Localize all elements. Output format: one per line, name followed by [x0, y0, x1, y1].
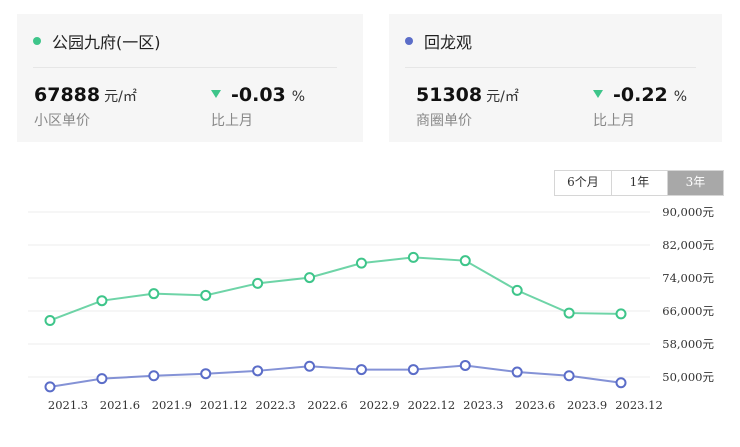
data-point[interactable] [96, 373, 108, 385]
community-price-value: 67888 [34, 84, 101, 106]
community-dot-icon [33, 36, 41, 45]
community-change-value: -0.03 [231, 84, 286, 106]
data-point[interactable] [148, 288, 160, 300]
x-tick-label: 2021.9 [152, 398, 192, 412]
y-tick-label: 90,000元 [662, 205, 714, 219]
district-name: 回龙观 [424, 32, 473, 52]
district-change-value: -0.22 [613, 84, 668, 106]
community-price-unit: 元/㎡ [104, 89, 137, 105]
x-tick-label: 2023.6 [515, 398, 555, 412]
data-point[interactable] [304, 272, 316, 284]
series-line-1 [49, 364, 622, 388]
district-header: 回龙观 [405, 14, 696, 68]
y-tick-label: 58,000元 [662, 337, 714, 351]
community-change-stat: -0.03 % 比上月 [211, 84, 305, 130]
community-price-stat: 67888 元/㎡ 小区单价 [34, 84, 137, 130]
data-point[interactable] [96, 295, 108, 307]
data-point[interactable] [563, 370, 575, 382]
community-price-label: 小区单价 [34, 113, 90, 129]
data-point[interactable] [252, 365, 264, 377]
data-point[interactable] [407, 364, 419, 376]
community-price-card: 公园九府(一区) 67888 元/㎡ 小区单价 -0.03 % 比上月 [17, 14, 363, 142]
district-dot-icon [405, 36, 413, 45]
community-header: 公园九府(一区) [33, 14, 337, 68]
district-change-label: 比上月 [593, 113, 635, 129]
data-point[interactable] [304, 360, 316, 372]
district-price-value: 51308 [416, 84, 483, 106]
data-point[interactable] [355, 257, 367, 269]
x-tick-label: 2023.3 [463, 398, 503, 412]
price-trend-chart: 90,000元 82,000元 74,000元 66,000元 58,000元 50,00… [28, 205, 714, 412]
data-point[interactable] [615, 377, 627, 389]
data-point[interactable] [148, 370, 160, 382]
data-point[interactable] [459, 255, 471, 267]
x-tick-label: 2021.6 [100, 398, 140, 412]
data-point[interactable] [615, 308, 627, 320]
district-price-card: 回龙观 51308 元/㎡ 商圈单价 -0.22 % 比上月 [389, 14, 722, 142]
data-point[interactable] [407, 251, 419, 263]
district-change-unit: % [673, 89, 688, 105]
x-tick-label: 2022.3 [256, 398, 296, 412]
district-price-stat: 51308 元/㎡ 商圈单价 [416, 84, 519, 130]
data-point[interactable] [355, 364, 367, 376]
data-point[interactable] [44, 381, 56, 393]
tab-3-years[interactable]: 3年 [667, 171, 723, 195]
x-tick-label: 2023.12 [615, 398, 663, 412]
triangle-down-icon [211, 90, 221, 98]
data-point[interactable] [459, 359, 471, 371]
district-price-unit: 元/㎡ [486, 89, 519, 105]
tab-1-year[interactable]: 1年 [611, 171, 667, 195]
community-change-unit: % [291, 89, 306, 105]
tab-6-months[interactable]: 6个月 [555, 171, 611, 195]
data-point[interactable] [563, 307, 575, 319]
x-tick-label: 2021.3 [48, 398, 88, 412]
community-name: 公园九府(一区) [52, 32, 161, 52]
x-tick-label: 2022.9 [359, 398, 399, 412]
y-tick-label: 66,000元 [662, 304, 714, 318]
y-tick-label: 74,000元 [662, 271, 714, 285]
district-price-label: 商圈单价 [416, 113, 472, 129]
district-change-stat: -0.22 % 比上月 [593, 84, 687, 130]
x-tick-label: 2022.12 [408, 398, 456, 412]
x-tick-label: 2022.6 [307, 398, 347, 412]
data-point[interactable] [511, 284, 523, 296]
community-change-label: 比上月 [211, 113, 253, 129]
x-tick-label: 2023.9 [567, 398, 607, 412]
triangle-down-icon [593, 90, 603, 98]
data-point[interactable] [44, 314, 56, 326]
data-point[interactable] [200, 289, 212, 301]
y-tick-label: 82,000元 [662, 238, 714, 252]
x-tick-label: 2021.12 [200, 398, 248, 412]
time-range-tabs: 6个月 1年 3年 [554, 170, 724, 196]
series-line-0 [49, 256, 622, 322]
data-point[interactable] [200, 368, 212, 380]
data-point[interactable] [511, 366, 523, 378]
data-point[interactable] [252, 277, 264, 289]
y-tick-label: 50,000元 [662, 370, 714, 384]
